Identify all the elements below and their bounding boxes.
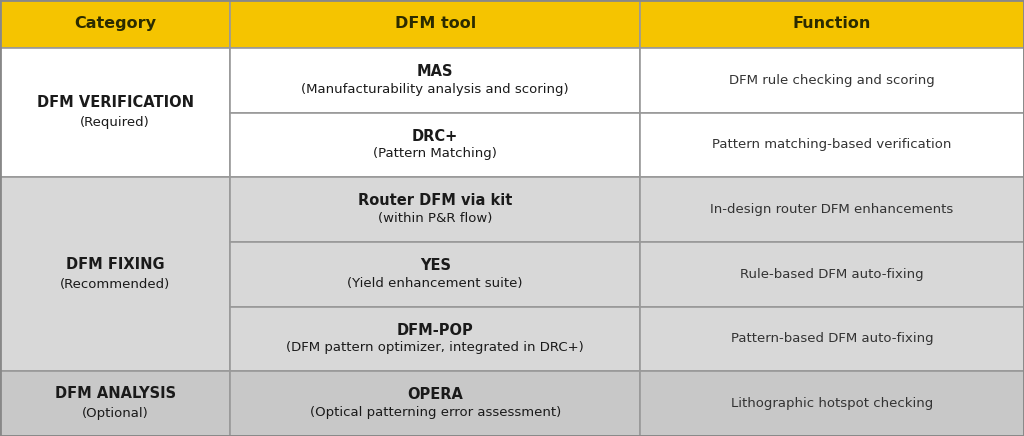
Bar — [640, 307, 1024, 371]
Bar — [640, 112, 1024, 177]
Text: Rule-based DFM auto-fixing: Rule-based DFM auto-fixing — [740, 268, 924, 281]
Text: (Manufacturability analysis and scoring): (Manufacturability analysis and scoring) — [301, 82, 569, 95]
Bar — [640, 242, 1024, 307]
Text: (Yield enhancement suite): (Yield enhancement suite) — [347, 276, 523, 290]
Text: In-design router DFM enhancements: In-design router DFM enhancements — [711, 203, 953, 216]
Text: Function: Function — [793, 17, 871, 31]
Bar — [0, 0, 230, 48]
Bar — [640, 48, 1024, 112]
Text: Category: Category — [74, 17, 157, 31]
Text: DFM tool: DFM tool — [394, 17, 476, 31]
Text: (DFM pattern optimizer, integrated in DRC+): (DFM pattern optimizer, integrated in DR… — [287, 341, 584, 354]
Text: DFM ANALYSIS: DFM ANALYSIS — [54, 386, 176, 401]
Text: (Required): (Required) — [80, 116, 151, 129]
Bar — [230, 0, 640, 48]
Bar — [230, 177, 640, 242]
Bar — [230, 112, 640, 177]
Text: (Recommended): (Recommended) — [60, 278, 170, 291]
Text: (Optical patterning error assessment): (Optical patterning error assessment) — [309, 406, 561, 419]
Text: (within P&R flow): (within P&R flow) — [378, 212, 493, 225]
Bar — [0, 48, 230, 177]
Text: DFM FIXING: DFM FIXING — [66, 257, 165, 272]
Text: Router DFM via kit: Router DFM via kit — [358, 194, 512, 208]
Bar — [640, 0, 1024, 48]
Text: Pattern-based DFM auto-fixing: Pattern-based DFM auto-fixing — [731, 333, 933, 345]
Text: Lithographic hotspot checking: Lithographic hotspot checking — [731, 397, 933, 410]
Text: (Pattern Matching): (Pattern Matching) — [374, 147, 497, 160]
Text: DRC+: DRC+ — [412, 129, 459, 144]
Bar — [230, 242, 640, 307]
Bar — [0, 371, 230, 436]
Bar — [640, 371, 1024, 436]
Text: DFM VERIFICATION: DFM VERIFICATION — [37, 95, 194, 110]
Text: Pattern matching-based verification: Pattern matching-based verification — [713, 139, 951, 151]
Bar — [230, 48, 640, 112]
Text: YES: YES — [420, 258, 451, 273]
Bar — [230, 307, 640, 371]
Bar — [640, 177, 1024, 242]
Bar — [0, 177, 230, 371]
Bar — [230, 371, 640, 436]
Text: OPERA: OPERA — [408, 388, 463, 402]
Text: DFM-POP: DFM-POP — [397, 323, 473, 338]
Text: MAS: MAS — [417, 64, 454, 79]
Text: DFM rule checking and scoring: DFM rule checking and scoring — [729, 74, 935, 87]
Text: (Optional): (Optional) — [82, 407, 148, 420]
